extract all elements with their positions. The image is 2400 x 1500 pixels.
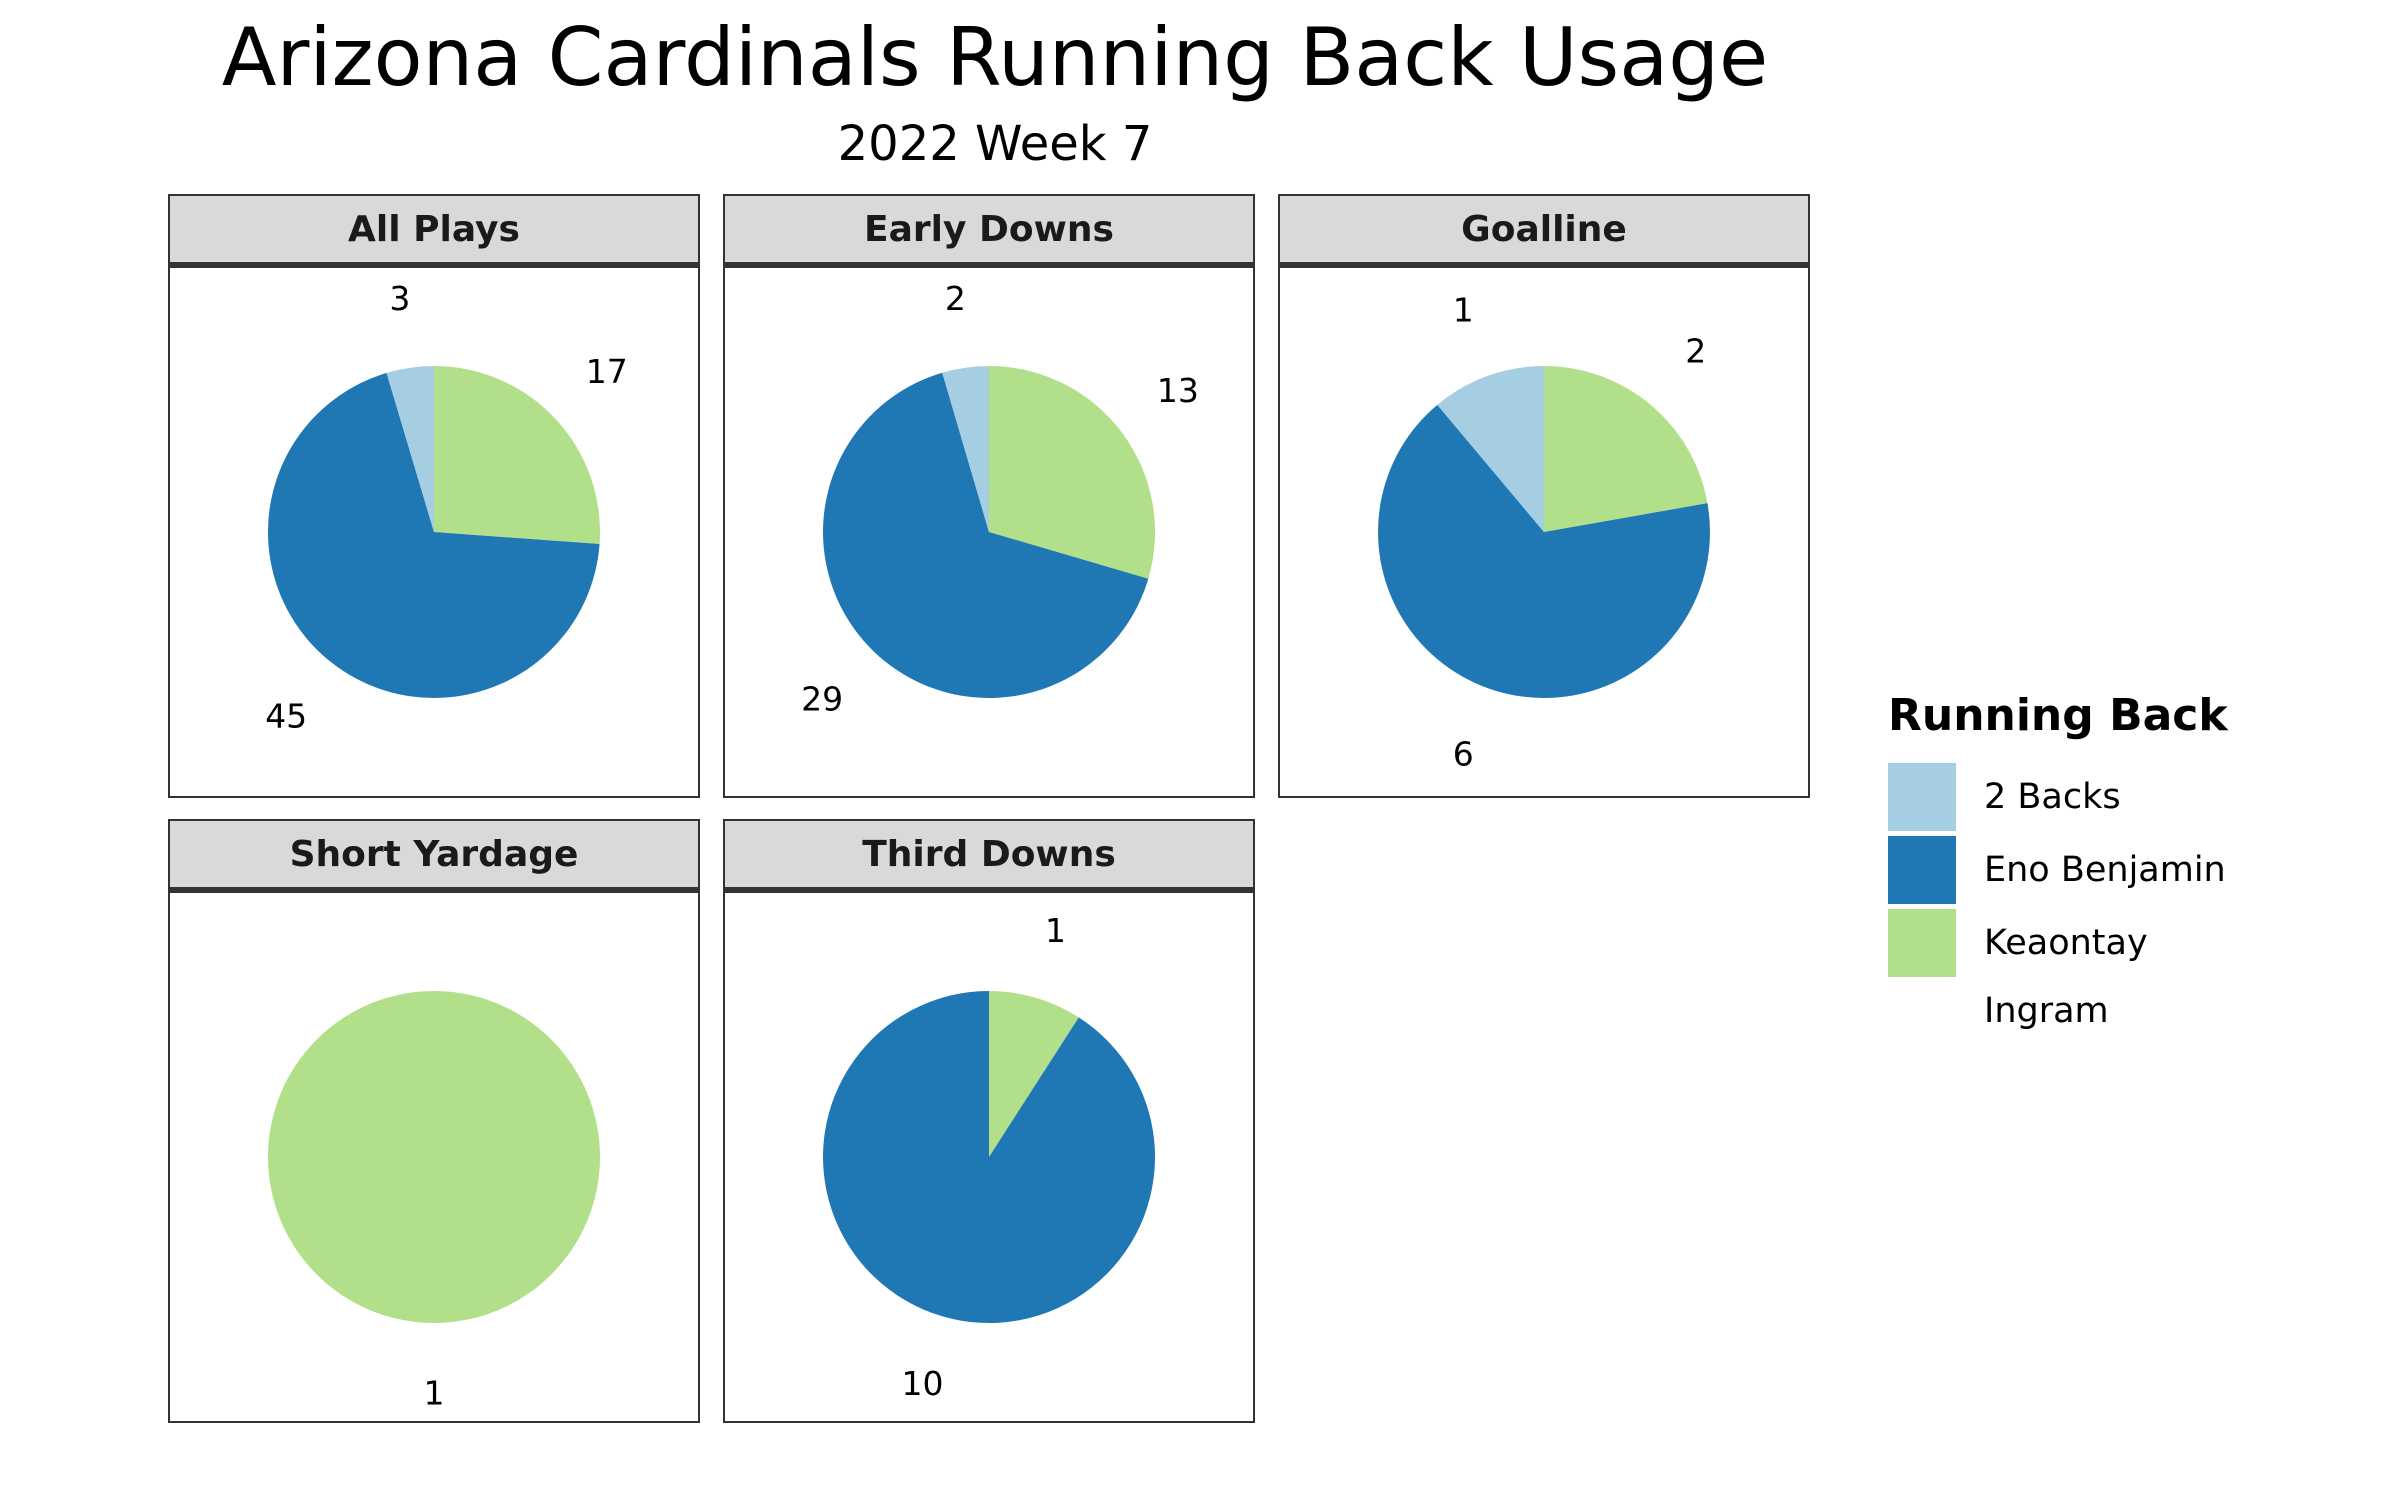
facet-strip-label: Third Downs <box>723 819 1255 891</box>
pie-slice-2-backs <box>386 366 434 532</box>
facet-panel-third-downs: Third Downs 1 10 <box>723 819 1255 1423</box>
pie-slice-eno-benjamin <box>1378 404 1711 699</box>
legend-swatch <box>1888 763 1956 831</box>
facet-panel-short-yardage: Short Yardage 1 <box>168 819 700 1423</box>
pie-slice-keaontay-ingram <box>268 991 600 1323</box>
facet-plot-area: 1 <box>168 891 700 1423</box>
chart-title: Arizona Cardinals Running Back Usage <box>221 11 1769 104</box>
legend-item-eno-benjamin: Eno Benjamin <box>1888 836 2228 909</box>
legend-title: Running Back <box>1888 690 2228 741</box>
legend: Running Back 2 Backs Eno Benjamin Keaont… <box>1888 690 2228 1031</box>
facet-strip-label: Goalline <box>1278 194 1810 266</box>
pie-data-label: 2 <box>945 279 966 318</box>
legend-swatch <box>1888 909 1956 977</box>
pie-chart: 1 <box>268 991 600 1413</box>
pie-data-label: 6 <box>1453 734 1474 773</box>
facet-plot-area: 17 45 3 <box>168 266 700 798</box>
facet-plot-area: 13 29 2 <box>723 266 1255 798</box>
chart-subtitle: 2022 Week 7 <box>837 116 1153 172</box>
facet-strip-label: Early Downs <box>723 194 1255 266</box>
legend-item-2-backs: 2 Backs <box>1888 763 2228 836</box>
pie-slice-eno-benjamin <box>267 372 600 698</box>
pie-data-label: 1 <box>424 1374 445 1413</box>
pie-data-label: 3 <box>389 279 410 318</box>
facet-plot-area: 1 10 <box>723 891 1255 1423</box>
pie-slice-keaontay-ingram <box>1544 366 1708 532</box>
pie-slice-2-backs <box>1437 366 1544 532</box>
pie-data-label: 29 <box>801 679 843 718</box>
pie-slice-eno-benjamin <box>823 372 1149 698</box>
pie-slice-eno-benjamin <box>823 991 1156 1323</box>
facet-strip-label: All Plays <box>168 194 700 266</box>
pie-data-label: 45 <box>265 697 307 736</box>
pie-data-label: 17 <box>586 352 628 391</box>
legend-label: Keaontay Ingram <box>1984 923 2148 1031</box>
pie-data-label: 10 <box>902 1364 944 1403</box>
pie-chart: 1 10 <box>823 911 1156 1403</box>
legend-item-keaontay-ingram: Keaontay Ingram <box>1888 909 2228 1031</box>
legend-label: 2 Backs <box>1984 777 2121 817</box>
facet-panel-all-plays: All Plays 17 45 3 <box>168 194 700 798</box>
pie-data-label: 1 <box>1453 291 1474 330</box>
pie-slice-keaontay-ingram <box>434 366 600 545</box>
legend-label: Eno Benjamin <box>1984 850 2226 890</box>
pie-data-label: 13 <box>1157 371 1199 410</box>
facet-panel-goalline: Goalline 2 6 1 <box>1278 194 1810 798</box>
facet-strip-label: Short Yardage <box>168 819 700 891</box>
pie-slice-2-backs <box>942 366 989 532</box>
legend-swatch <box>1888 836 1956 904</box>
pie-slice-keaontay-ingram <box>989 991 1079 1157</box>
pie-slice-keaontay-ingram <box>989 366 1156 579</box>
pie-chart: 13 29 2 <box>801 279 1199 719</box>
pie-data-label: 1 <box>1045 911 1066 950</box>
facet-plot-area: 2 6 1 <box>1278 266 1810 798</box>
pie-chart: 2 6 1 <box>1378 291 1711 773</box>
facet-panel-early-downs: Early Downs 13 29 2 <box>723 194 1255 798</box>
pie-chart: 17 45 3 <box>265 279 628 736</box>
pie-data-label: 2 <box>1685 332 1706 371</box>
